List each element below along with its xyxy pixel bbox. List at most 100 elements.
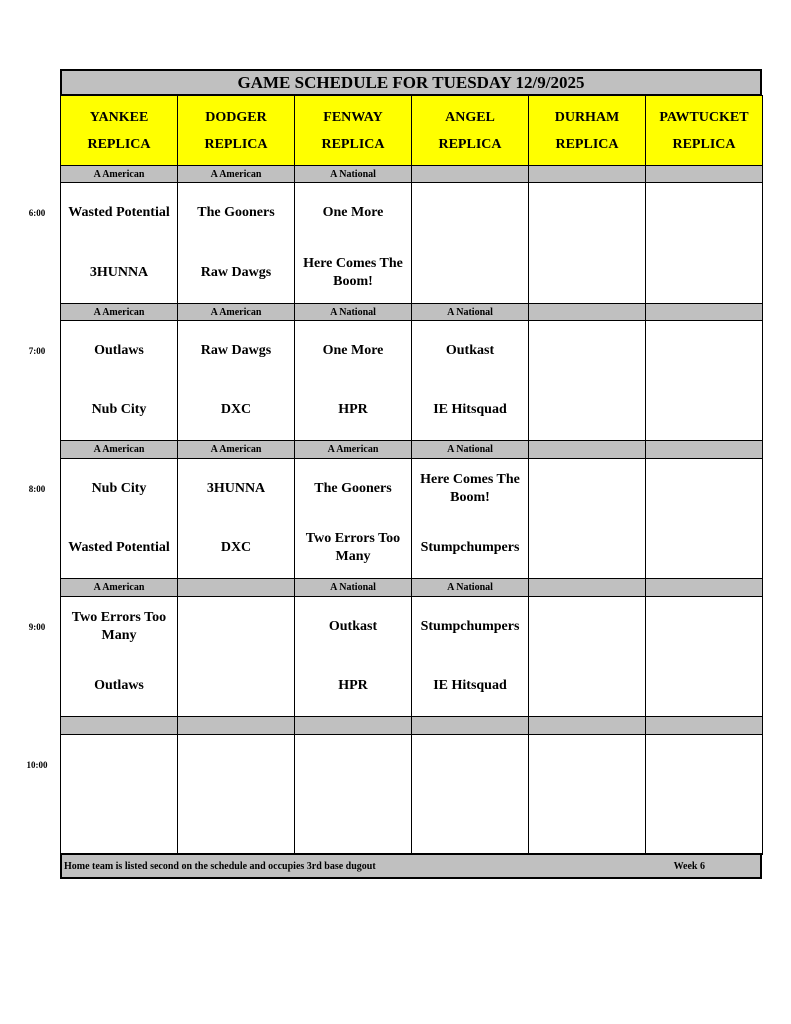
home-team <box>646 381 762 441</box>
division-label: A American <box>60 440 178 459</box>
away-team <box>529 183 645 243</box>
division-label: A National <box>294 303 412 321</box>
game-cell <box>528 596 646 717</box>
game-cell: Here Comes The Boom! Stumpchumpers <box>411 458 529 579</box>
away-team <box>646 459 762 519</box>
week-label: Week 6 <box>673 860 705 872</box>
game-cell <box>411 734 529 855</box>
home-team <box>529 243 645 303</box>
field-name: DODGER <box>205 109 267 125</box>
division-label <box>528 716 646 735</box>
field-header: PAWTUCKET REPLICA <box>645 95 763 166</box>
home-team: 3HUNNA <box>89 265 149 280</box>
home-team <box>529 795 645 855</box>
home-team: Nub City <box>91 402 147 418</box>
field-header: ANGEL REPLICA <box>411 95 529 166</box>
away-team: Here Comes The Boom! <box>420 471 520 505</box>
field-name: ANGEL <box>445 109 495 125</box>
division-label <box>528 165 646 183</box>
time-label: 8:00 <box>28 484 46 494</box>
field-sub: REPLICA <box>87 136 151 152</box>
division-label <box>645 165 763 183</box>
home-team: Stumpchumpers <box>420 540 520 556</box>
game-cell: Outkast HPR <box>294 596 412 717</box>
field-header: DODGER REPLICA <box>177 95 295 166</box>
division-label: A National <box>411 303 529 321</box>
home-team: HPR <box>338 402 368 418</box>
home-team <box>646 243 762 303</box>
division-label <box>645 303 763 321</box>
away-team <box>646 183 762 243</box>
game-cell: One More HPR <box>294 320 412 441</box>
game-cell <box>645 734 763 855</box>
division-label: A National <box>294 165 412 183</box>
away-team <box>529 459 645 519</box>
home-team <box>646 657 762 717</box>
division-label <box>528 440 646 459</box>
away-team <box>529 321 645 381</box>
schedule-title: GAME SCHEDULE FOR TUESDAY 12/9/2025 <box>60 69 762 96</box>
away-team <box>646 735 762 795</box>
home-team: IE Hitsquad <box>433 402 507 418</box>
away-team: Two Errors Too Many <box>71 609 167 643</box>
away-team <box>61 735 177 795</box>
time-label: 9:00 <box>28 622 46 632</box>
game-cell: One More Here Comes The Boom! <box>294 182 412 304</box>
game-cell <box>528 320 646 441</box>
away-team <box>178 735 294 795</box>
home-team: Wasted Potential <box>68 540 170 556</box>
away-team <box>412 735 528 795</box>
division-label <box>645 578 763 597</box>
division-label <box>60 716 178 735</box>
game-cell: Nub City Wasted Potential <box>60 458 178 579</box>
division-label: A American <box>177 440 295 459</box>
away-team <box>295 735 411 795</box>
away-team: Outkast <box>328 618 378 634</box>
division-label: A National <box>294 578 412 597</box>
division-label <box>645 440 763 459</box>
field-sub: REPLICA <box>321 136 385 152</box>
away-team: Stumpchumpers <box>420 618 520 634</box>
game-cell <box>60 734 178 855</box>
field-header: DURHAM REPLICA <box>528 95 646 166</box>
game-cell <box>645 458 763 579</box>
division-label <box>294 716 412 735</box>
home-team <box>646 519 762 579</box>
field-name: PAWTUCKET <box>659 109 749 125</box>
home-team <box>529 657 645 717</box>
field-sub: REPLICA <box>672 136 736 152</box>
away-team: Raw Dawgs <box>200 342 272 358</box>
home-team <box>412 795 528 855</box>
division-label <box>528 303 646 321</box>
game-cell <box>645 596 763 717</box>
division-label: A American <box>60 165 178 183</box>
field-header: FENWAY REPLICA <box>294 95 412 166</box>
home-team <box>61 795 177 855</box>
game-cell: Two Errors Too Many Outlaws <box>60 596 178 717</box>
away-team <box>412 183 528 243</box>
away-team: 3HUNNA <box>206 480 266 496</box>
game-cell: Stumpchumpers IE Hitsquad <box>411 596 529 717</box>
field-name: YANKEE <box>89 109 149 125</box>
home-team: Here Comes The Boom! <box>303 256 403 289</box>
away-team: Wasted Potential <box>68 205 170 220</box>
game-cell <box>528 182 646 304</box>
home-team: HPR <box>338 678 368 694</box>
home-team: Outlaws <box>94 678 144 694</box>
away-team <box>646 321 762 381</box>
field-sub: REPLICA <box>555 136 619 152</box>
time-label: 10:00 <box>26 760 48 770</box>
division-label: A American <box>294 440 412 459</box>
game-cell: The Gooners Two Errors Too Many <box>294 458 412 579</box>
division-label: A American <box>60 578 178 597</box>
away-team <box>529 735 645 795</box>
game-cell <box>294 734 412 855</box>
game-cell: Outlaws Nub City <box>60 320 178 441</box>
away-team: The Gooners <box>197 205 275 220</box>
home-team: Raw Dawgs <box>200 265 272 280</box>
division-label: A American <box>177 165 295 183</box>
home-team: IE Hitsquad <box>433 678 507 694</box>
away-team <box>646 597 762 657</box>
footer-bar: Home team is listed second on the schedu… <box>60 853 762 879</box>
